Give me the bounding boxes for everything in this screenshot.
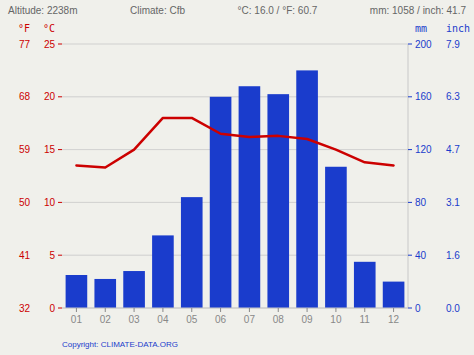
y-tick-label: 20 bbox=[44, 91, 56, 102]
y2-tick bbox=[408, 202, 412, 203]
x-tick-label: 09 bbox=[302, 314, 314, 325]
x-tick bbox=[393, 308, 394, 312]
copyright: Copyright: CLIMATE-DATA.ORG bbox=[62, 340, 178, 349]
bar bbox=[181, 197, 203, 308]
grid-line bbox=[62, 202, 408, 203]
y2-tick bbox=[408, 96, 412, 97]
header-text: Climate: Cfb bbox=[130, 5, 185, 16]
x-axis-line bbox=[62, 308, 408, 309]
bar bbox=[123, 271, 145, 308]
line bbox=[76, 118, 393, 168]
x-tick bbox=[191, 308, 192, 312]
y-axis: 0 5 10 15 20 25 32 41 50 59 68 77 bbox=[19, 39, 62, 314]
y2-inch-tick-label: 1.6 bbox=[446, 250, 460, 261]
x-tick-label: 07 bbox=[244, 314, 256, 325]
background bbox=[0, 0, 474, 355]
y-tick bbox=[58, 255, 62, 256]
y2-tick bbox=[408, 255, 412, 256]
bar bbox=[383, 282, 405, 308]
y-tick bbox=[58, 149, 62, 150]
y2-axis-line bbox=[408, 44, 409, 308]
x-tick bbox=[249, 308, 250, 312]
y2-tick bbox=[408, 44, 412, 45]
y2-unit: mm bbox=[415, 23, 427, 34]
y-tick-label: 10 bbox=[44, 197, 56, 208]
x-tick-label: 06 bbox=[215, 314, 227, 325]
x-tick bbox=[134, 308, 135, 312]
y-tick bbox=[58, 202, 62, 203]
y-tick bbox=[58, 44, 62, 45]
bar bbox=[354, 262, 376, 308]
header-text: mm: 1058 / inch: 41.7 bbox=[370, 5, 467, 16]
grid-line bbox=[62, 149, 408, 150]
y-f-tick-label: 77 bbox=[19, 39, 31, 50]
x-axis: 01 02 03 04 05 06 07 08 09 10 11 12 bbox=[71, 308, 400, 325]
y2-inch-tick-label: 0.0 bbox=[446, 303, 460, 314]
y2-tick-label: 120 bbox=[415, 144, 432, 155]
y2-inch-tick-label: 6.3 bbox=[446, 91, 460, 102]
x-tick bbox=[307, 308, 308, 312]
x-tick-label: 11 bbox=[360, 314, 371, 325]
y2-tick bbox=[408, 149, 412, 150]
bar bbox=[66, 275, 88, 308]
x-tick bbox=[220, 308, 221, 312]
grid-line bbox=[62, 255, 408, 256]
y2-inch-tick-label: 4.7 bbox=[446, 144, 460, 155]
y-f-tick-label: 50 bbox=[19, 197, 31, 208]
chart: 0102030405060708091011120510152025324150… bbox=[0, 0, 474, 355]
x-tick-label: 12 bbox=[388, 314, 400, 325]
y-f-tick-label: 68 bbox=[19, 91, 31, 102]
header-text: °C: 16.0 / °F: 60.7 bbox=[238, 5, 318, 16]
x-tick bbox=[364, 308, 365, 312]
grid-line bbox=[62, 44, 408, 45]
x-tick-label: 03 bbox=[129, 314, 141, 325]
grid bbox=[62, 44, 408, 308]
y2-axis: 0 40 80 120 160 200 0.0 1.6 3.1 4.7 6.3 7.9 bbox=[408, 39, 460, 314]
y-unit: °F bbox=[18, 23, 30, 34]
x-tick-label: 10 bbox=[330, 314, 342, 325]
header-text: Altitude: 2238m bbox=[8, 5, 78, 16]
y2-inch-tick-label: 3.1 bbox=[446, 197, 460, 208]
y2-unit: inch bbox=[446, 23, 470, 34]
grid-line bbox=[62, 96, 408, 97]
y-tick-label: 25 bbox=[44, 39, 56, 50]
grid-line bbox=[62, 308, 408, 309]
y2-tick-label: 80 bbox=[415, 197, 427, 208]
bar bbox=[152, 235, 174, 308]
x-tick-label: 05 bbox=[186, 314, 198, 325]
y2-tick bbox=[408, 308, 412, 309]
y-f-tick-label: 41 bbox=[19, 250, 31, 261]
y-unit: °C bbox=[43, 23, 55, 34]
y2-inch-tick-label: 7.9 bbox=[446, 39, 460, 50]
bar bbox=[267, 94, 289, 308]
bar bbox=[296, 70, 318, 308]
y-f-tick-label: 59 bbox=[19, 144, 31, 155]
x-tick-label: 01 bbox=[71, 314, 83, 325]
x-tick bbox=[162, 308, 163, 312]
x-tick bbox=[335, 308, 336, 312]
plot-area bbox=[66, 70, 405, 308]
y-tick bbox=[58, 96, 62, 97]
y2-tick-label: 160 bbox=[415, 91, 432, 102]
bar bbox=[239, 86, 261, 308]
y2-tick-label: 40 bbox=[415, 250, 427, 261]
y-tick-label: 5 bbox=[49, 250, 55, 261]
y2-tick-label: 200 bbox=[415, 39, 432, 50]
y-f-tick-label: 32 bbox=[19, 303, 31, 314]
y2-tick-label: 0 bbox=[415, 303, 421, 314]
y-tick-label: 0 bbox=[49, 303, 55, 314]
y-tick-label: 15 bbox=[44, 144, 56, 155]
y-tick bbox=[58, 308, 62, 309]
x-tick-label: 08 bbox=[273, 314, 285, 325]
bar bbox=[325, 167, 347, 308]
x-tick-label: 04 bbox=[157, 314, 169, 325]
x-tick bbox=[278, 308, 279, 312]
x-tick-label: 02 bbox=[100, 314, 112, 325]
x-tick bbox=[76, 308, 77, 312]
x-tick bbox=[105, 308, 106, 312]
bar bbox=[94, 279, 116, 308]
